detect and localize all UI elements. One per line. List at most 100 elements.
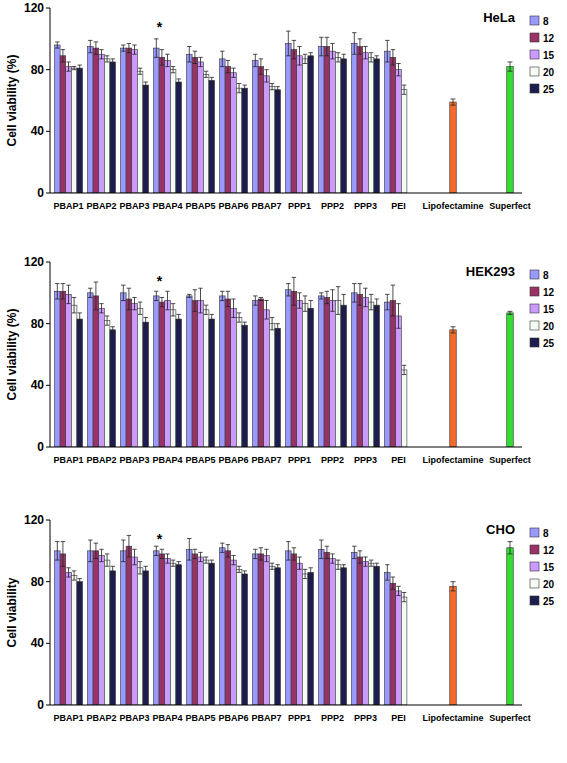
error-bar [253, 549, 257, 558]
bar [220, 296, 226, 447]
error-bar [231, 555, 235, 564]
error-bar [352, 546, 356, 558]
bar [203, 310, 209, 447]
error-bar [385, 565, 389, 580]
error-bar [264, 70, 268, 82]
bar [159, 302, 165, 447]
error-bar [358, 551, 362, 563]
error-bar [231, 299, 235, 318]
x-tick-label: PBAP2 [86, 713, 116, 723]
legend-swatch [530, 596, 539, 605]
error-bar [193, 549, 197, 558]
bar [253, 301, 259, 447]
bar [66, 294, 72, 447]
y-tick-label: 0 [37, 440, 44, 454]
error-bar [375, 56, 379, 62]
bar [385, 302, 391, 447]
bar [71, 68, 77, 193]
x-tick-label: PBAP3 [119, 201, 149, 211]
x-tick-label: Lipofectamine [422, 455, 483, 465]
bar [154, 296, 160, 447]
x-tick-label: PBAP7 [251, 713, 281, 723]
error-bar [72, 67, 76, 70]
bar [324, 297, 330, 447]
legend-swatch [530, 562, 539, 571]
bar [159, 57, 165, 193]
bar [104, 321, 110, 447]
y-tick-label: 0 [37, 698, 44, 712]
bar [225, 551, 231, 705]
y-tick [46, 520, 50, 521]
bar [385, 572, 391, 705]
bar [396, 70, 402, 193]
bar [264, 310, 270, 447]
error-bar [111, 327, 115, 333]
error-bar [369, 560, 373, 566]
bar [335, 301, 341, 447]
x-tick-label: PPP1 [288, 713, 311, 723]
bar [352, 293, 358, 447]
bar [319, 47, 325, 193]
error-bar [165, 54, 169, 66]
error-bar [105, 56, 109, 62]
bar [286, 551, 292, 705]
bar [165, 559, 171, 705]
error-bar [204, 305, 208, 314]
error-bar [243, 571, 247, 577]
bar [88, 47, 94, 193]
bar [93, 48, 99, 193]
error-bar [319, 293, 323, 299]
x-tick-label: PPP2 [321, 455, 344, 465]
y-tick-label: 120 [24, 1, 44, 15]
bar [236, 88, 242, 193]
bar [77, 582, 83, 705]
y-tick-label: 80 [31, 575, 45, 589]
bar [396, 591, 402, 705]
bar [357, 557, 363, 705]
bar [264, 76, 270, 193]
bar [275, 328, 281, 447]
x-tick-label: PBAP3 [119, 713, 149, 723]
x-tick-label: PBAP7 [251, 455, 281, 465]
bar [220, 548, 226, 705]
error-bar [336, 287, 340, 315]
error-bar [319, 37, 323, 56]
bar [297, 301, 303, 447]
bar [258, 67, 264, 193]
bar [143, 85, 149, 193]
error-bar [111, 566, 115, 575]
error-bar [276, 87, 280, 93]
bar [357, 47, 363, 193]
control-bar [507, 67, 514, 193]
error-bar [402, 85, 406, 94]
bar [363, 297, 369, 447]
title: HeLa [483, 10, 516, 25]
x-tick-label: PBAP6 [218, 201, 248, 211]
error-bar [177, 562, 181, 568]
error-bar [88, 288, 92, 297]
error-bar [121, 540, 125, 562]
error-bar [72, 571, 76, 580]
bar [341, 568, 347, 705]
legend: 812152025 [530, 270, 555, 349]
bar [132, 557, 138, 705]
legend-swatch [530, 545, 539, 554]
y-tick [46, 131, 50, 132]
legend: 812152025 [530, 16, 555, 95]
bar [236, 318, 242, 448]
x-tick-label: Superfect [489, 455, 531, 465]
control-bar [507, 313, 514, 447]
error-bar [375, 299, 379, 311]
bar [121, 48, 127, 193]
bar [170, 70, 176, 193]
y-tick [46, 193, 50, 194]
x-tick-label: PPP1 [288, 201, 311, 211]
x-tick-label: PBAP5 [185, 201, 215, 211]
x-axis [50, 193, 522, 194]
bar [170, 310, 176, 447]
error-bar [385, 40, 389, 62]
error-bar [127, 43, 131, 52]
bar [71, 305, 77, 447]
error-bar [396, 304, 400, 329]
y-axis-label: Cell viability [5, 577, 19, 647]
